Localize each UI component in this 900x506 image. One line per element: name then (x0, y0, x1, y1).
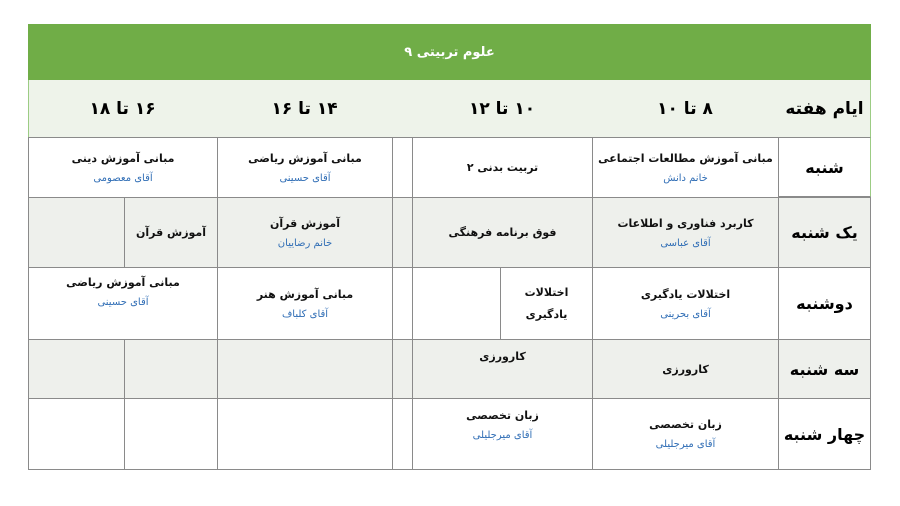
day-label: چهار شنبه (783, 424, 866, 444)
day-cell: شنبه (778, 137, 871, 197)
schedule-cell: اختلالات یادگیری (500, 267, 593, 340)
teacher: آقای میرجلیلی (655, 439, 716, 450)
day-label: یک شنبه (791, 223, 858, 242)
subject: کاربرد فناوری و اطلاعات (617, 216, 754, 230)
day-cell: سه شنبه (778, 339, 871, 399)
subject: اختلالات یادگیری (640, 287, 731, 301)
day-cell: یک شنبه (778, 197, 871, 268)
header-row (28, 80, 871, 137)
schedule-cell: کارورزی (592, 339, 779, 399)
teacher: آقای معصومی (93, 172, 153, 184)
teacher: خانم رضاییان (277, 237, 333, 249)
schedule-cell: مبانی آموزش ریاضی آقای حسینی (217, 137, 393, 198)
teacher: آقای کلباف (281, 308, 329, 320)
teacher: خانم دانش (663, 172, 708, 184)
header-slot-10-12: ۱۰ تا ۱۲ (468, 98, 536, 119)
empty-cell (412, 267, 501, 340)
header-days: ایام هفته (785, 98, 864, 119)
subject: آموزش قرآن (135, 226, 207, 239)
schedule-cell: اختلالات یادگیری آقای بحرینی (592, 267, 779, 340)
subject: مبانی آموزش مطالعات اجتماعی (598, 151, 773, 165)
empty-cell (217, 398, 393, 470)
day-label: شنبه (805, 157, 844, 177)
header-slot-14-16: ۱۴ تا ۱۶ (271, 98, 338, 119)
header-slot-8-10: ۸ تا ۱۰ (657, 98, 713, 119)
day-cell: چهار شنبه (778, 398, 871, 470)
empty-cell (392, 137, 413, 198)
schedule-cell: زبان تخصصی آقای میرجلیلی (412, 398, 593, 470)
schedule-cell: زبان تخصصی آقای میرجلیلی (592, 398, 779, 470)
teacher: آقای عباسی (660, 237, 711, 249)
subject: تربیت بدنی ۲ (466, 161, 539, 174)
schedule-cell: کاربرد فناوری و اطلاعات آقای عباسی (592, 197, 779, 268)
subject: مبانی آموزش دینی (71, 151, 175, 165)
table-title: علوم تربیتی ۹ (28, 24, 871, 80)
schedule-cell: تربیت بدنی ۲ (412, 137, 593, 198)
subject: مبانی آموزش ریاضی (248, 151, 362, 165)
teacher: آقای میرجلیلی (472, 430, 533, 441)
subject: کارورزی (662, 362, 709, 376)
teacher: آقای بحرینی (660, 308, 711, 320)
empty-cell (392, 398, 413, 470)
schedule-cell: مبانی آموزش دینی آقای معصومی (28, 137, 218, 198)
schedule-cell: مبانی آموزش ریاضی آقای حسینی (28, 267, 218, 340)
teacher: آقای حسینی (97, 297, 149, 308)
empty-cell (28, 339, 125, 399)
subject: مبانی آموزش هنر (256, 287, 354, 301)
teacher: آقای حسینی (279, 172, 331, 184)
empty-cell (124, 398, 218, 470)
empty-cell (392, 339, 413, 399)
empty-cell (124, 339, 218, 399)
empty-cell (392, 197, 413, 268)
header-slot-16-18: ۱۶ تا ۱۸ (89, 98, 156, 119)
subject: اختلالات یادگیری (524, 285, 569, 321)
subject: زبان تخصصی (649, 418, 722, 431)
schedule-cell: فوق برنامه فرهنگی (412, 197, 593, 268)
schedule-cell: مبانی آموزش هنر آقای کلباف (217, 267, 393, 340)
subject: مبانی آموزش ریاضی (66, 276, 180, 289)
day-label: سه شنبه (789, 359, 860, 379)
day-cell: دوشنبه (778, 267, 871, 340)
schedule-cell: آموزش قرآن خانم رضاییان (217, 197, 393, 268)
empty-cell (28, 197, 125, 268)
day-label: دوشنبه (796, 294, 853, 313)
empty-cell (217, 339, 393, 399)
empty-cell (28, 398, 125, 470)
empty-cell (392, 267, 413, 340)
subject: زبان تخصصی (466, 409, 539, 422)
schedule-cell: کارورزی (412, 339, 593, 399)
subject: فوق برنامه فرهنگی (448, 226, 557, 239)
subject: کارورزی (479, 350, 526, 363)
schedule-cell: مبانی آموزش مطالعات اجتماعی خانم دانش (592, 137, 779, 198)
schedule-cell: آموزش قرآن (124, 197, 218, 268)
subject: آموزش قرآن (269, 216, 341, 230)
